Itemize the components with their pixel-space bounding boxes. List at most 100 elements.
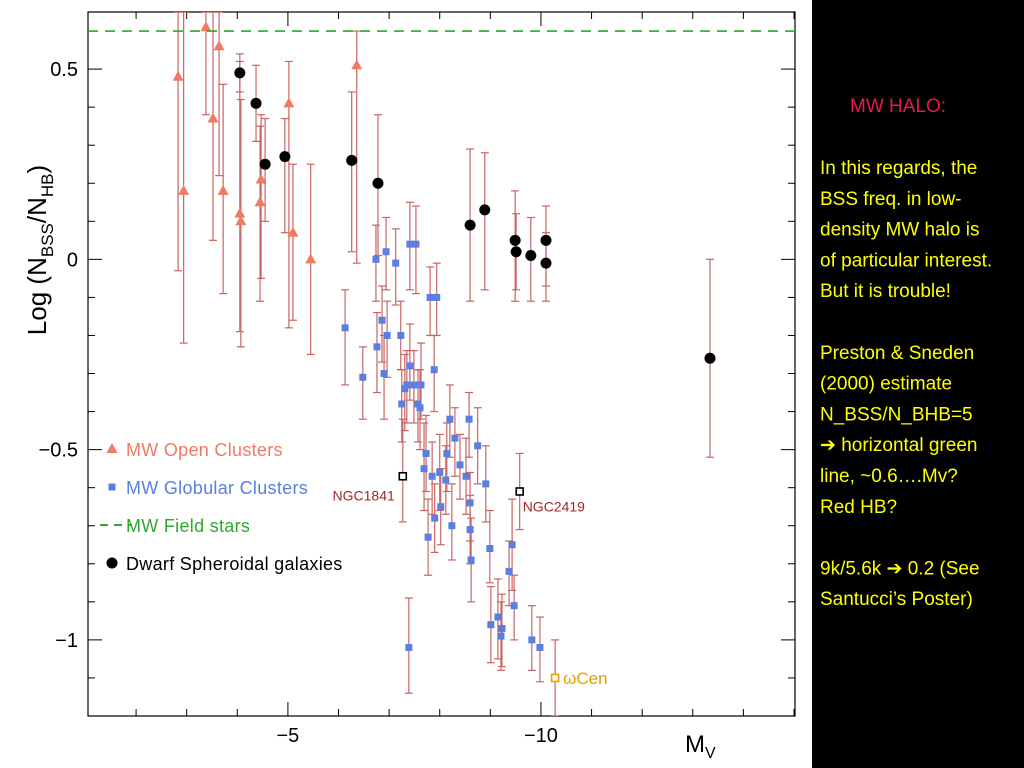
y-axis-label-part: BSS xyxy=(38,223,57,257)
data-point xyxy=(540,257,552,269)
error-bar xyxy=(347,91,356,253)
data-point xyxy=(410,381,418,389)
data-point xyxy=(250,97,262,109)
x-axis-label-part: V xyxy=(705,745,716,762)
data-point xyxy=(426,293,434,301)
data-point xyxy=(465,415,473,423)
data-point xyxy=(487,621,495,629)
y-tick-label: −1 xyxy=(55,630,78,652)
data-point xyxy=(341,324,349,332)
x-tick-label: −5 xyxy=(276,725,299,747)
error-bar xyxy=(174,12,183,272)
data-point xyxy=(200,21,212,32)
series xyxy=(341,201,544,694)
data-point xyxy=(372,177,384,189)
data-point xyxy=(416,404,424,412)
y-axis-label-part: Log (N xyxy=(22,257,52,335)
error-bar xyxy=(352,30,361,264)
legend-label: MW Open Clusters xyxy=(126,440,283,460)
data-point xyxy=(283,97,295,108)
data-point xyxy=(213,40,225,51)
legend-label: MW Globular Clusters xyxy=(126,478,308,498)
error-bar xyxy=(179,12,188,344)
data-point xyxy=(430,366,438,374)
x-tick-label: −10 xyxy=(524,725,558,747)
data-point xyxy=(494,613,502,621)
x-axis-label-part: M xyxy=(685,731,705,758)
data-point xyxy=(406,240,414,248)
sidebar-line: density MW halo is xyxy=(820,220,979,241)
data-point xyxy=(235,215,247,226)
data-point xyxy=(462,472,470,480)
data-point xyxy=(255,173,267,184)
sidebar-line: N_BSS/N_BHB=5 xyxy=(820,404,973,425)
legend-label: Dwarf Spheroidal galaxies xyxy=(126,554,343,574)
data-point xyxy=(443,449,451,457)
data-point xyxy=(351,59,363,70)
error-bar xyxy=(257,114,266,279)
plot-area: NGC1841 NGC2419 ωCen xyxy=(88,12,795,716)
data-point xyxy=(380,370,388,378)
legend-marker xyxy=(108,483,116,491)
data-point xyxy=(498,624,506,632)
data-point xyxy=(431,514,439,522)
data-point xyxy=(405,644,413,652)
data-point xyxy=(509,234,521,246)
annotated-point xyxy=(515,487,524,496)
data-point xyxy=(234,207,246,218)
data-point xyxy=(510,602,518,610)
sidebar-line: In this regards, the xyxy=(820,158,977,179)
error-bar xyxy=(215,12,224,177)
error-bar xyxy=(400,353,409,432)
sidebar-line: (2000) estimate xyxy=(820,374,952,395)
data-point xyxy=(373,343,381,351)
sidebar-line: BSS freq. in low- xyxy=(820,189,962,210)
annotated-point xyxy=(398,471,408,481)
data-point xyxy=(392,259,400,267)
error-bar xyxy=(378,285,387,363)
data-point xyxy=(305,253,317,264)
error-bar xyxy=(383,300,392,378)
data-point xyxy=(446,415,454,423)
y-axis-label-part: ) xyxy=(22,165,52,174)
data-point xyxy=(382,248,390,256)
y-axis-label: Log (NBSS/NHB) xyxy=(22,165,57,335)
data-point xyxy=(254,196,266,207)
data-point xyxy=(467,556,475,564)
error-bar xyxy=(372,312,381,394)
data-point xyxy=(378,316,386,324)
data-point xyxy=(383,331,391,339)
sidebar-line: Preston & Sneden xyxy=(820,343,974,364)
data-point xyxy=(505,567,513,575)
series xyxy=(234,53,716,458)
data-point xyxy=(279,151,291,163)
annotation: NGC1841 xyxy=(333,487,395,503)
data-point xyxy=(346,154,358,166)
sidebar-line: line, ~0.6….Mv? xyxy=(820,466,958,487)
sidebar-line: 9k/5.6k ➔ 0.2 (See xyxy=(820,558,980,579)
annotation: NGC2419 xyxy=(523,498,585,514)
data-point xyxy=(287,226,299,237)
error-bar xyxy=(398,418,407,523)
legend-marker xyxy=(106,557,118,569)
data-point xyxy=(401,385,409,393)
data-point xyxy=(474,442,482,450)
data-point xyxy=(497,632,505,640)
error-bar xyxy=(450,407,459,477)
data-point xyxy=(372,255,380,263)
data-point xyxy=(424,533,432,541)
sidebar: MW HALO: In this regards, the BSS freq. i… xyxy=(820,96,992,610)
y-tick-label: −0.5 xyxy=(39,440,78,462)
data-point xyxy=(479,204,491,216)
sidebar-line: But it is trouble! xyxy=(820,281,951,302)
error-bar xyxy=(256,125,265,302)
data-point xyxy=(525,250,537,262)
data-point xyxy=(442,476,450,484)
data-point xyxy=(536,644,544,652)
data-point xyxy=(510,246,522,258)
sidebar-line: Santucci’s Poster) xyxy=(820,589,973,610)
data-point xyxy=(359,373,367,381)
